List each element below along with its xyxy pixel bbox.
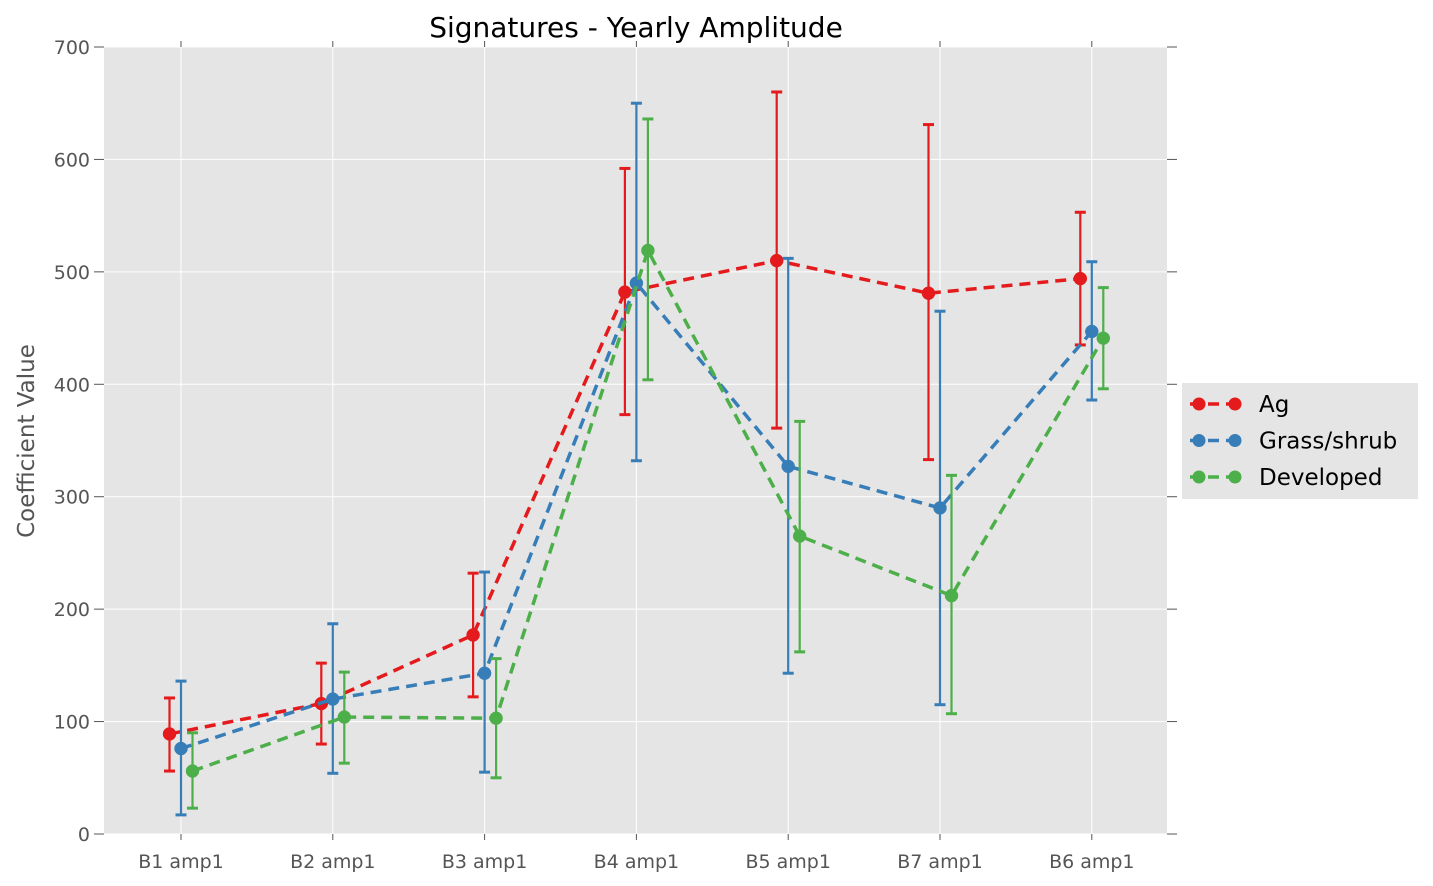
- legend-label: Ag: [1259, 392, 1289, 418]
- data-point: [326, 692, 340, 706]
- data-point: [174, 741, 188, 756]
- legend-marker: [1228, 434, 1242, 447]
- y-tick-label: 200: [54, 599, 90, 621]
- y-axis-label: Coefficient Value: [14, 344, 40, 538]
- data-point: [477, 666, 492, 680]
- series-layer: [162, 90, 1111, 817]
- data-point: [781, 459, 795, 474]
- legend-marker: [1192, 470, 1206, 484]
- legend-marker: [1192, 397, 1206, 411]
- y-tick-label: 500: [54, 262, 90, 284]
- data-point: [185, 764, 200, 778]
- legend-label: Developed: [1259, 465, 1382, 491]
- data-point: [466, 628, 480, 642]
- chart-title: Signatures - Yearly Amplitude: [429, 11, 843, 44]
- data-point: [337, 710, 352, 724]
- x-tick-label: B4 amp1: [594, 851, 679, 873]
- legend-background: [1182, 383, 1418, 499]
- legend: Ag Grass/shrub Developed: [1182, 383, 1418, 499]
- y-tick-label: 700: [54, 37, 90, 59]
- data-point: [1096, 331, 1111, 345]
- y-tick-label: 400: [54, 374, 90, 396]
- y-tick-label: 600: [54, 149, 90, 171]
- data-point: [921, 286, 936, 300]
- data-point: [933, 501, 947, 515]
- x-tick-label: B3 amp1: [442, 851, 527, 873]
- data-point: [1073, 271, 1088, 286]
- legend-marker: [1228, 397, 1242, 411]
- y-tick-label: 0: [78, 824, 90, 846]
- x-tick-label: B2 amp1: [290, 851, 375, 873]
- data-point: [162, 727, 177, 741]
- y-tick-label: 300: [54, 487, 90, 509]
- data-point: [641, 243, 655, 258]
- axis-ticks: 0 100 200 300 400 500 600 700 B1 amp1 B2 amp1 B3 a…: [54, 37, 1177, 873]
- data-point: [769, 253, 784, 268]
- x-tick-label: B5 amp1: [745, 851, 830, 873]
- legend-label: Grass/shrub: [1259, 429, 1397, 455]
- y-tick-label: 100: [54, 712, 90, 734]
- x-tick-label: B7 amp1: [897, 851, 982, 873]
- x-tick-label: B1 amp1: [138, 851, 223, 873]
- data-point: [792, 529, 807, 543]
- series-developed: [185, 117, 1111, 810]
- data-point: [1085, 324, 1099, 339]
- data-point: [489, 711, 503, 725]
- x-tick-label: B6 amp1: [1049, 851, 1134, 873]
- legend-marker: [1228, 470, 1242, 484]
- legend-marker: [1192, 434, 1206, 447]
- data-point: [618, 285, 632, 299]
- series-grass-shrub: [174, 101, 1099, 817]
- data-point: [944, 588, 959, 603]
